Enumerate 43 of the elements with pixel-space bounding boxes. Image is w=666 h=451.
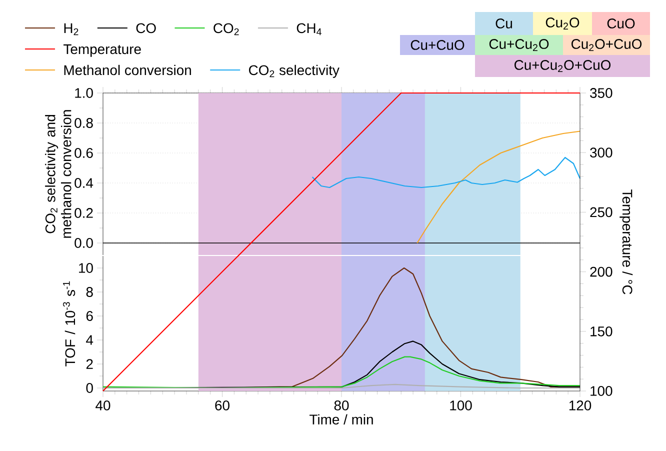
y-tick-label: 6 <box>86 311 93 321</box>
legend-label: Methanol conversion <box>64 64 191 76</box>
legend-label: CO <box>136 23 156 34</box>
category-label: Cu <box>496 18 512 28</box>
x-tick-label: 40 <box>96 400 110 410</box>
x-tick-label: 120 <box>569 400 592 410</box>
y2-tick-label: 200 <box>590 266 612 277</box>
y-tick-label: 0.4 <box>74 178 94 188</box>
y2-tick-label: 150 <box>590 326 612 336</box>
y-tick-label: 0.8 <box>74 118 93 128</box>
legend-label: H$_{2}$ <box>64 23 78 36</box>
y-tick-label: 1.0 <box>75 88 93 98</box>
category-label: Cu$_{2}$O <box>546 18 580 30</box>
y-tick-label: 10 <box>79 263 93 273</box>
y2-tick-label: 350 <box>590 88 612 98</box>
category-label: Cu$_{2}$O+CuO <box>571 39 642 51</box>
y2-axis-title: Temperature / °C <box>620 190 633 294</box>
legend-label: CO$_{2}$ selectivity <box>249 64 340 78</box>
y-tick-label: 0 <box>86 383 93 393</box>
y-tick-label: 8 <box>86 287 93 297</box>
x-tick-label: 60 <box>215 400 230 410</box>
x-axis-title: Time / min <box>310 414 373 424</box>
category-label: Cu+Cu$_{2}$O+CuO <box>514 60 611 72</box>
legend-label: CH$_{4}$ <box>296 23 322 36</box>
y-tick-label: 0.6 <box>74 148 93 158</box>
y-tick-label: 4 <box>86 335 94 345</box>
y-tick-label: 0.2 <box>74 208 93 218</box>
category-label: Cu+Cu$_{2}$O <box>489 39 549 51</box>
line-series <box>416 130 581 244</box>
y2-tick-label: 300 <box>590 148 612 158</box>
x-tick-label: 80 <box>334 400 349 410</box>
y2-tick-label: 100 <box>590 386 612 396</box>
legend-label: Temperature <box>64 44 141 57</box>
y-tick-label: 0.0 <box>74 238 93 248</box>
line-series <box>102 356 581 389</box>
x-tick-label: 100 <box>450 400 472 410</box>
y-tick-label: 2 <box>86 359 93 369</box>
category-label: CuO <box>607 18 635 28</box>
line-series <box>102 92 581 392</box>
y-axis-title: TOF / 10$^{-3}$ s$^{-1}$ <box>62 281 76 366</box>
y2-tick-label: 250 <box>590 207 612 218</box>
category-label: Cu+CuO <box>410 40 464 50</box>
legend-label: CO$_{2}$ <box>214 23 239 36</box>
